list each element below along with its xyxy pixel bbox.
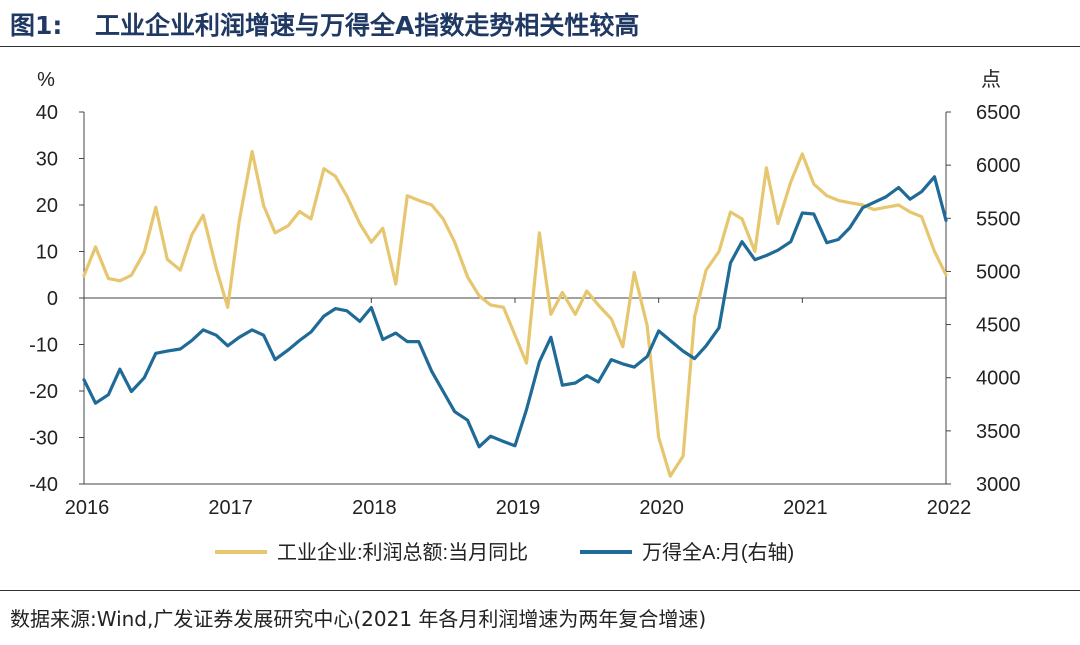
x-axis-tick-label: 2016 xyxy=(65,497,110,519)
left-axis-tick-label: -10 xyxy=(29,335,58,357)
source-bar: 数据来源:Wind,广发证券发展研究中心(2021 年各月利润增速为两年复合增速… xyxy=(0,590,1080,645)
series-line-1 xyxy=(82,149,948,478)
right-axis-tick-label: 3500 xyxy=(976,421,1021,443)
x-axis-tick-label: 2018 xyxy=(352,497,397,519)
x-axis-tick-label: 2022 xyxy=(927,497,972,519)
x-axis-tick-label: 2020 xyxy=(639,497,684,519)
left-axis-unit: % xyxy=(37,69,55,91)
right-axis-tick-label: 4000 xyxy=(976,368,1021,390)
left-axis-tick-label: 0 xyxy=(47,288,58,310)
left-axis-tick-label: -30 xyxy=(29,428,58,450)
left-axis-tick-label: -20 xyxy=(29,381,58,403)
right-axis-unit: 点 xyxy=(981,68,1001,91)
figure-label: 图1: xyxy=(10,11,63,40)
right-axis-tick-label: 3000 xyxy=(976,474,1021,496)
right-axis-tick-label: 5000 xyxy=(976,261,1021,283)
left-axis-tick-label: 40 xyxy=(36,102,58,124)
left-axis-tick-label: -40 xyxy=(29,474,58,496)
x-axis-tick-label: 2021 xyxy=(783,497,828,519)
line-chart: 40 30 20 10 0 -10 -20 -30 -40% 6500 6000 5500 5000 45… xyxy=(29,68,1021,564)
right-axis-tick-label: 6000 xyxy=(976,155,1021,177)
series-line-2 xyxy=(82,175,948,449)
left-axis-tick-label: 20 xyxy=(36,195,58,217)
x-axis-tick-label: 2019 xyxy=(496,497,541,519)
left-axis-tick-label: 10 xyxy=(36,242,58,264)
left-axis-tick-label: 30 xyxy=(36,149,58,171)
x-axis-tick-label: 2017 xyxy=(208,497,253,519)
right-axis-tick-label: 6500 xyxy=(976,102,1021,124)
legend-label-1: 工业企业:利润总额:当月同比 xyxy=(277,541,528,564)
source-note: 数据来源:Wind,广发证券发展研究中心(2021 年各月利润增速为两年复合增速… xyxy=(10,607,707,631)
right-axis-tick-label: 4500 xyxy=(976,315,1021,337)
right-axis-tick-label: 5500 xyxy=(976,208,1021,230)
legend-label-2: 万得全A:月(右轴) xyxy=(642,541,794,564)
title-bar: 图1: 工业企业利润增速与万得全A指数走势相关性较高 xyxy=(0,0,1080,47)
figure-title: 工业企业利润增速与万得全A指数走势相关性较高 xyxy=(95,11,640,40)
